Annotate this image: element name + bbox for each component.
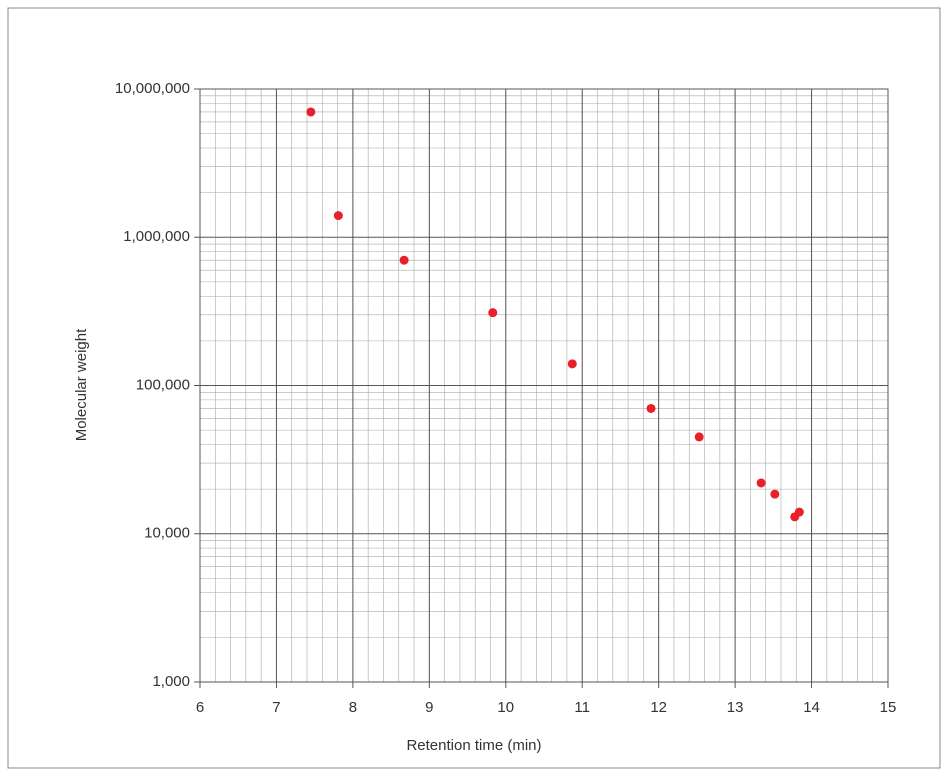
x-tick-label: 12 [650,699,667,716]
y-tick-label: 10,000,000 [115,80,190,97]
point [794,507,804,517]
x-tick-label: 15 [880,699,897,716]
point [646,403,656,413]
y-tick-label: 1,000,000 [123,228,190,245]
x-tick-label: 11 [574,699,590,716]
x-tick-label: 14 [803,699,820,716]
x-tick-label: 6 [196,699,204,716]
x-tick-label: 9 [425,699,433,716]
y-tick-label: 10,000 [144,525,190,542]
x-tick-label: 13 [727,699,744,716]
y-tick-label: 1,000 [152,673,190,690]
y-tick-label: 100,000 [136,376,190,393]
x-tick-label: 7 [272,699,280,716]
point [399,255,409,265]
x-tick-label: 8 [349,699,357,716]
point [694,432,704,442]
point [756,478,766,488]
y-axis-label: Molecular weight [73,328,90,441]
plot-border [199,88,889,683]
frame [7,7,941,769]
point [488,308,498,318]
x-axis-label: Retention time (min) [406,737,541,754]
point [567,359,577,369]
point [306,107,316,117]
point [770,489,780,499]
point [333,211,343,221]
x-tick-label: 10 [497,699,514,716]
